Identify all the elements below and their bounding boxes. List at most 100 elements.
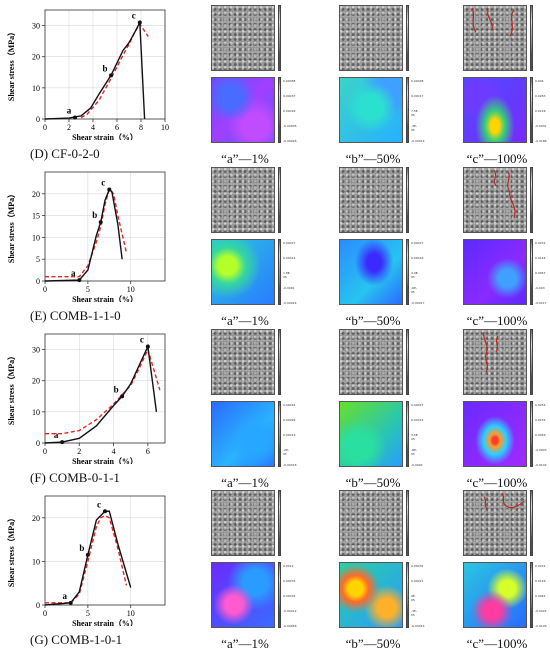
key-point-label: c: [101, 177, 105, 187]
colorbar-tick-label: -0.0002: [411, 463, 423, 467]
frame-caption: “a”—1%: [221, 151, 269, 166]
key-point: [103, 509, 107, 514]
key-point-label: a: [67, 105, 72, 115]
colorbar-tick-label: 9E-05: [411, 594, 416, 602]
y-tick-label: 20: [32, 190, 40, 199]
colorbar: [278, 167, 281, 233]
colorbar: [530, 562, 533, 628]
crack-trace: [483, 331, 499, 373]
speckle-image: [463, 5, 527, 71]
colorbar: [278, 562, 281, 628]
series-line-model: [45, 514, 128, 604]
colorbar-tick-label: -0.0001: [283, 286, 295, 290]
colorbar-tick-label: 0.0057: [535, 271, 546, 275]
colorbar-tick-label: -0.0109: [535, 624, 547, 628]
x-tick-label: 6: [115, 123, 119, 132]
colorbar-tick-label: 0.00058: [283, 79, 296, 83]
key-point: [109, 73, 113, 78]
series-line-model: [45, 188, 128, 278]
y-axis-label: Shear stress（MPa）: [6, 28, 16, 101]
speckle-image: [339, 490, 403, 556]
colorbar: [278, 239, 281, 305]
key-point-label: c: [132, 10, 136, 20]
row-caption: (E) COMB-1-1-0: [30, 308, 121, 323]
colorbar: [278, 5, 281, 71]
frame-caption: “b”—50%: [345, 313, 401, 328]
key-point: [120, 394, 125, 399]
frame-caption: “c”—100%: [466, 313, 528, 328]
x-tick-label: 2: [77, 447, 81, 456]
frame-caption: “a”—1%: [221, 475, 269, 490]
key-point: [145, 344, 150, 349]
series-line-experiment: [44, 510, 132, 606]
series-line-experiment: [44, 19, 146, 120]
x-tick-label: 5: [86, 285, 90, 294]
crack-trace: [483, 492, 525, 510]
strain-contour: [339, 401, 403, 467]
colorbar: [278, 329, 281, 395]
stress-strain-chart: 0 2 4 6 8 10 0 10 20 30 Shear strain（%） Shear stres…: [0, 0, 190, 140]
key-point: [98, 220, 103, 225]
speckle-image: [463, 329, 527, 395]
strain-contour: [211, 77, 275, 143]
colorbar-tick-label: 0.00021: [411, 579, 424, 583]
colorbar-tick-label: 0.00028: [411, 79, 424, 83]
crack-trace: [493, 169, 516, 219]
colorbar-tick-label: -6E-05: [411, 286, 417, 294]
colorbar-tick-label: 0.00032: [283, 594, 296, 598]
colorbar: [406, 5, 409, 71]
frame-caption: “a”—1%: [221, 313, 269, 328]
colorbar: [530, 167, 533, 233]
colorbar: [530, 5, 533, 71]
y-tick-label: 20: [32, 377, 40, 386]
plot-frame: [44, 495, 166, 606]
key-point-label: a: [62, 591, 67, 601]
colorbar-tick-label: 0.00027: [411, 403, 424, 407]
y-tick-label: 0: [36, 439, 40, 448]
x-axis-label: Shear strain（%）: [72, 456, 138, 464]
colorbar-tick-label: -0.0188: [535, 139, 547, 143]
colorbar-tick-label: 0.00037: [283, 94, 296, 98]
colorbar-tick-label: -0.00017: [411, 301, 425, 305]
colorbar-tick-label: 0.0056: [535, 433, 546, 437]
stress-strain-chart: 0 5 10 0 10 20 Shear strain（%） Shear stress（MPa…: [0, 486, 190, 626]
colorbar: [406, 239, 409, 305]
frame-caption: “b”—50%: [345, 636, 401, 651]
colorbar-tick-label: -8E-05: [411, 448, 417, 456]
dic-panel-b: “b”—50% 0.00027 0.00016 4.9E-05 -6E-05 -0.00…: [339, 167, 425, 328]
key-point: [137, 20, 142, 25]
frame-caption: “c”—100%: [466, 636, 528, 651]
stress-strain-chart: 0 5 10 0 5 10 15 20 Shear strain（%） Shear stress（…: [0, 162, 190, 302]
colorbar-tick-label: -3E-05: [411, 609, 417, 617]
speckle-image: [339, 329, 403, 395]
y-tick-label: 10: [32, 84, 40, 93]
frame-caption: “a”—1%: [221, 636, 269, 651]
x-tick-label: 0: [43, 609, 47, 618]
plot-frame: [44, 171, 166, 282]
figure-row-g: 0 5 10 0 10 20 Shear strain（%） Shear stress（MPa…: [0, 486, 550, 651]
dic-panel-c: “c”—100% 0.0231 0.0144 0.0057 -0.003 -0.0117: [463, 167, 547, 328]
key-point: [73, 115, 77, 120]
colorbar-tick-label: 0.044: [535, 79, 544, 83]
dic-panel-b: “b”—50% 0.00028 0.00017 7.5E-05 -3E-05 -0.00…: [339, 5, 425, 166]
key-point: [85, 552, 90, 557]
colorbar-tick-label: -0.00026: [283, 139, 297, 143]
y-tick-label: 30: [32, 22, 40, 31]
series-line-experiment: [44, 343, 158, 444]
x-axis-label: Shear strain（%）: [72, 132, 138, 140]
colorbar-tick-label: 7.5E-05: [411, 109, 419, 117]
colorbar-tick-label: 0.00044: [283, 403, 296, 407]
colorbar-tick-label: -3E-05: [411, 124, 417, 132]
dic-panel-b: “b”—50% 0.00027 0.00015 3.5E-05 -8E-05 -0.00…: [339, 329, 423, 490]
colorbar-tick-label: -0.003: [535, 286, 545, 290]
colorbar: [278, 401, 281, 467]
y-tick-label: 20: [32, 53, 40, 62]
colorbar-tick-label: 0.0231: [535, 564, 546, 568]
figure-row-f: 0 2 4 6 0 10 20 30 Shear strain（%） Shear stress（M…: [0, 324, 550, 490]
dic-panel-c: “c”—100% 0.0254 0.0155 0.0056 -0.0043 -0.014…: [463, 329, 547, 490]
y-tick-label: 0: [36, 601, 40, 610]
x-tick-label: 0: [43, 447, 47, 456]
colorbar-tick-label: -0.00018: [283, 463, 297, 467]
x-tick-label: 10: [161, 123, 169, 132]
colorbar: [530, 490, 533, 556]
